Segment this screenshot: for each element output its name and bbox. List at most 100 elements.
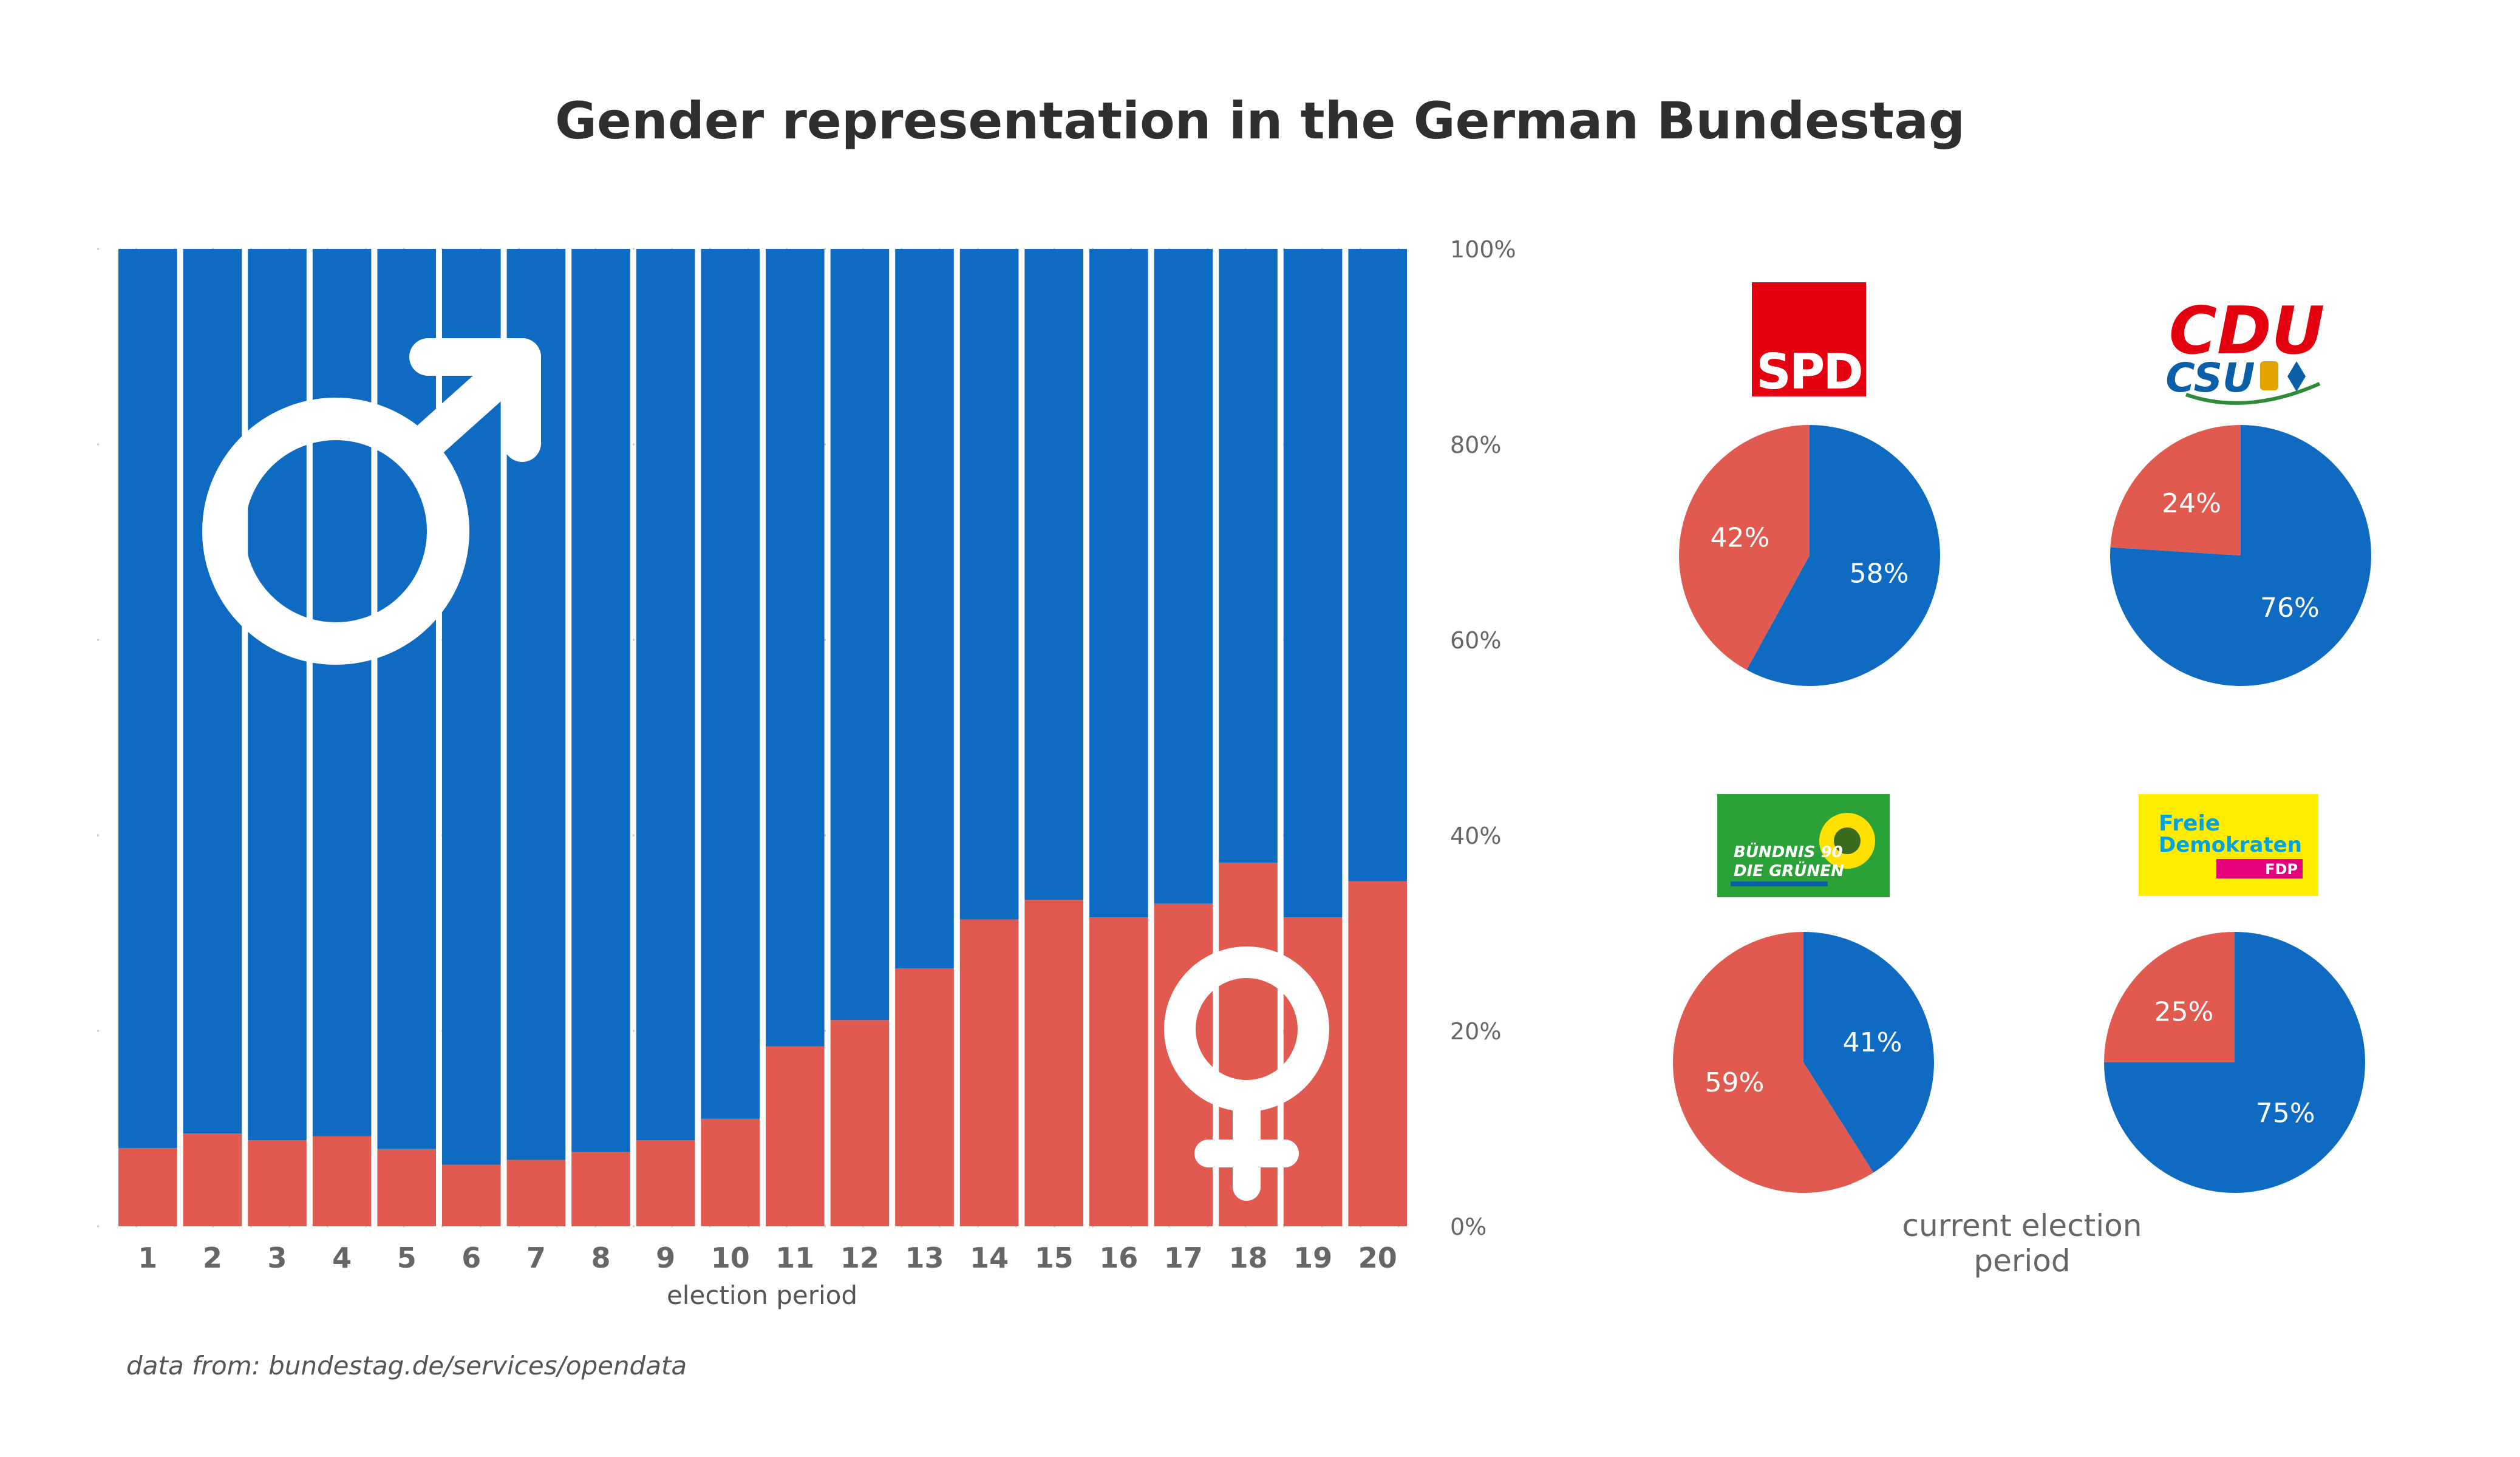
bar-female-13 bbox=[895, 968, 954, 1226]
bar-male-12 bbox=[830, 249, 890, 1021]
bar-female-1 bbox=[118, 1148, 177, 1226]
x-tick-label: 14 bbox=[970, 1241, 1009, 1274]
pie-labels: 58% 42% 76% 24% 41% 59% 75% 25% bbox=[1705, 488, 2320, 1129]
fdp-logo-line2: Demokraten bbox=[2159, 833, 2302, 857]
pie-label-male: 58% bbox=[1850, 558, 1909, 589]
pie-slice-female bbox=[1679, 424, 1810, 670]
pie-slice-male bbox=[2110, 425, 2371, 686]
bar-male-11 bbox=[766, 249, 825, 1047]
bar-male-15 bbox=[1024, 249, 1083, 900]
x-tick-label: 12 bbox=[840, 1241, 879, 1274]
x-tick-label: 6 bbox=[461, 1241, 481, 1274]
csu-swoosh-icon bbox=[2185, 382, 2321, 405]
pie-label-female: 42% bbox=[1711, 523, 1770, 554]
bar-female-5 bbox=[377, 1149, 436, 1226]
x-tick-label: 15 bbox=[1035, 1241, 1074, 1274]
pie-slice-female bbox=[1673, 932, 1874, 1193]
y-tick-label: 60% bbox=[1450, 627, 1501, 654]
x-tick-label: 10 bbox=[711, 1241, 750, 1274]
x-tick-label: 18 bbox=[1228, 1241, 1267, 1274]
pie-label-female: 25% bbox=[2154, 996, 2213, 1027]
pie-slice-female bbox=[2104, 932, 2235, 1062]
gruene-logo-line1: BÜNDNIS 90 bbox=[1734, 841, 1843, 861]
csu-logo-text: CSU bbox=[2165, 355, 2255, 401]
pie-slice-female bbox=[2110, 424, 2241, 555]
csu-diamond-icon bbox=[2287, 361, 2306, 392]
y-tick-label: 0% bbox=[1450, 1214, 1486, 1240]
bar-male-4 bbox=[312, 249, 372, 1136]
x-tick-label: 20 bbox=[1358, 1241, 1397, 1274]
bar-male-17 bbox=[1154, 249, 1213, 904]
bar-female-9 bbox=[636, 1140, 695, 1226]
gruene-logo-line2: DIE GRÜNEN bbox=[1734, 860, 1844, 880]
bar-male-14 bbox=[959, 249, 1019, 920]
x-tick-label: 16 bbox=[1099, 1241, 1138, 1274]
fdp-logo-line3: FDP bbox=[2265, 861, 2298, 878]
gruene-logo: BÜNDNIS 90 DIE GRÜNEN bbox=[1717, 794, 1890, 897]
bar-female-12 bbox=[830, 1020, 890, 1226]
bar-male-5 bbox=[377, 249, 436, 1149]
bar-male-10 bbox=[701, 249, 760, 1119]
spd-logo: SPD bbox=[1752, 282, 1866, 400]
csu-lion-icon bbox=[2260, 361, 2278, 390]
bar-male-16 bbox=[1089, 249, 1148, 918]
x-tick-label: 19 bbox=[1293, 1241, 1332, 1274]
x-tick-label: 7 bbox=[526, 1241, 546, 1274]
x-tick-label: 9 bbox=[656, 1241, 675, 1274]
bar-male-2 bbox=[183, 249, 242, 1134]
pie-label-female: 24% bbox=[2162, 488, 2221, 519]
y-tick-label: 100% bbox=[1450, 236, 1516, 263]
bar-female-16 bbox=[1089, 917, 1148, 1226]
bar-female-4 bbox=[312, 1136, 372, 1226]
pie-slice-male bbox=[1803, 932, 1934, 1173]
bar-male-8 bbox=[571, 249, 630, 1152]
bar-male-19 bbox=[1283, 249, 1343, 918]
bar-male-9 bbox=[636, 249, 695, 1141]
y-tick-labels: 0% 20% 40% 60% 80% 100% bbox=[1450, 236, 1516, 1240]
x-tick-label: 1 bbox=[138, 1241, 157, 1274]
bar-female-20 bbox=[1348, 881, 1407, 1226]
fdp-logo-line1: Freie bbox=[2159, 811, 2220, 836]
y-tick-label: 40% bbox=[1450, 823, 1501, 849]
male-symbol-icon bbox=[202, 338, 541, 665]
pie-slice-male bbox=[1746, 425, 1940, 686]
cdu-csu-logo: CDU CSU bbox=[2165, 293, 2325, 405]
bar-female-15 bbox=[1024, 900, 1083, 1226]
spd-logo-text: SPD bbox=[1756, 344, 1862, 400]
bar-male-1 bbox=[118, 249, 177, 1149]
x-tick-labels: 1 2 3 4 5 6 7 8 9 10 11 12 13 14 15 16 17 18 19 20 bbox=[138, 1241, 1397, 1274]
x-tick-label: 17 bbox=[1164, 1241, 1203, 1274]
pie-label-male: 76% bbox=[2260, 593, 2320, 623]
x-tick-label: 5 bbox=[397, 1241, 417, 1274]
pie-charts: SPD CDU CSU BÜNDNIS 90 DIE GRÜNEN Freie … bbox=[1673, 282, 2371, 1193]
y-tick-label: 80% bbox=[1450, 432, 1501, 458]
y-tick-label: 20% bbox=[1450, 1018, 1501, 1045]
female-symbol-icon bbox=[1164, 946, 1329, 1201]
x-tick-label: 4 bbox=[332, 1241, 352, 1274]
bar-female-10 bbox=[701, 1118, 760, 1226]
x-tick-label: 8 bbox=[591, 1241, 610, 1274]
bar-female-6 bbox=[442, 1164, 501, 1226]
bar-female-8 bbox=[571, 1152, 630, 1226]
chart-title: Gender representation in the German Bund… bbox=[554, 91, 1966, 151]
x-axis-label: election period bbox=[667, 1280, 857, 1310]
x-tick-label: 11 bbox=[775, 1241, 814, 1274]
pie-label-female: 59% bbox=[1705, 1067, 1765, 1098]
x-tick-label: 3 bbox=[267, 1241, 287, 1274]
pie-label-male: 75% bbox=[2256, 1098, 2315, 1129]
bar-female-3 bbox=[248, 1140, 307, 1226]
bar-male-18 bbox=[1219, 249, 1278, 863]
cdu-logo-text: CDU bbox=[2169, 293, 2325, 369]
bar-male-20 bbox=[1348, 249, 1407, 881]
bar-male-13 bbox=[895, 249, 954, 968]
bar-male-3 bbox=[248, 249, 307, 1141]
sunflower-icon bbox=[1819, 813, 1875, 869]
pie-caption: current election period bbox=[1902, 1208, 2142, 1279]
x-tick-label: 2 bbox=[203, 1241, 222, 1274]
pie-slices bbox=[1673, 424, 2371, 1193]
fdp-logo: Freie Demokraten FDP bbox=[2139, 794, 2318, 896]
source-note: data from: bundestag.de/services/opendat… bbox=[126, 1351, 687, 1381]
x-tick-label: 13 bbox=[905, 1241, 944, 1274]
stacked-bar-chart: 0%20%40%60%80%100% 1 2 3 4 5 6 7 8 9 10 11 12 13 14 15… bbox=[97, 236, 1516, 1310]
bar-female-2 bbox=[183, 1133, 242, 1226]
